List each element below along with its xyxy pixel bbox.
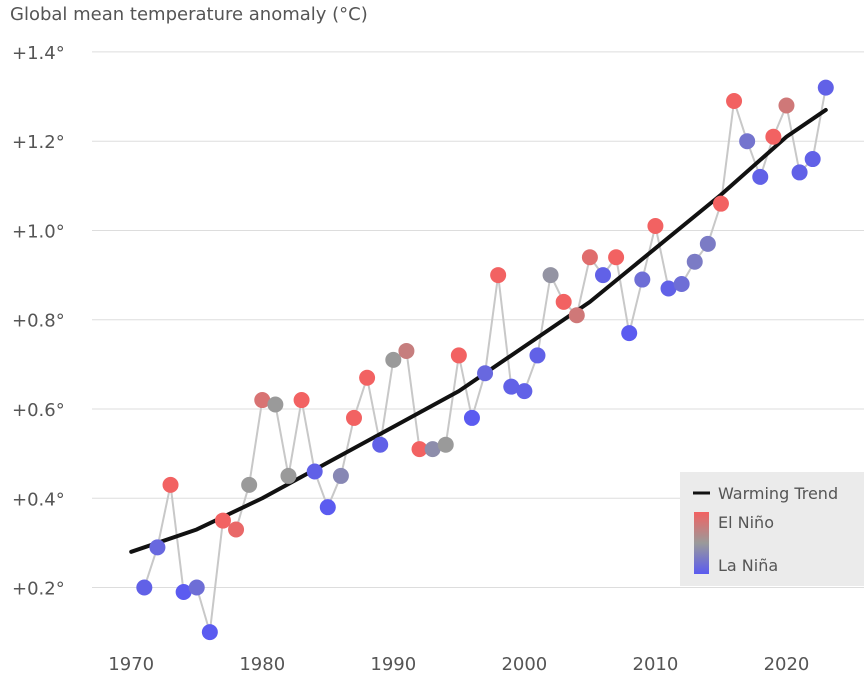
data-point bbox=[712, 195, 729, 212]
data-point bbox=[817, 79, 834, 96]
data-point bbox=[293, 392, 310, 409]
data-point bbox=[529, 347, 546, 364]
x-tick-label: 1990 bbox=[370, 654, 416, 673]
data-point bbox=[136, 579, 153, 596]
data-point bbox=[228, 521, 245, 538]
data-point bbox=[201, 624, 218, 641]
data-point bbox=[634, 271, 651, 288]
legend: Warming Trend El Niño La Niña bbox=[680, 472, 864, 586]
data-point bbox=[608, 249, 625, 266]
grid-lines bbox=[92, 51, 864, 589]
data-point bbox=[424, 441, 441, 458]
data-point bbox=[778, 97, 795, 114]
data-point bbox=[385, 351, 402, 368]
y-axis: +0.2° +0.4° +0.6° +0.8° +1.0° +1.2° +1.4° bbox=[12, 43, 65, 600]
data-point bbox=[660, 280, 677, 297]
data-point bbox=[254, 392, 271, 409]
data-point bbox=[398, 342, 415, 359]
data-point bbox=[241, 476, 258, 493]
x-tick-label: 2020 bbox=[764, 654, 810, 673]
data-point bbox=[149, 539, 166, 556]
y-tick-label: +0.6° bbox=[12, 400, 65, 421]
data-point bbox=[555, 293, 572, 310]
data-point bbox=[346, 409, 362, 426]
legend-trend-label: Warming Trend bbox=[718, 484, 838, 503]
data-point bbox=[581, 249, 598, 266]
legend-background bbox=[680, 472, 864, 586]
data-point bbox=[319, 499, 336, 516]
data-point bbox=[595, 267, 611, 284]
legend-enso-gradient bbox=[694, 512, 709, 574]
x-axis: 1970 1980 1990 2000 2010 2020 bbox=[108, 654, 809, 673]
y-tick-label: +0.2° bbox=[12, 579, 65, 600]
data-point bbox=[359, 369, 376, 386]
data-point bbox=[739, 133, 756, 150]
data-point bbox=[765, 128, 782, 145]
data-point bbox=[162, 476, 179, 493]
data-point bbox=[673, 276, 690, 293]
data-point bbox=[503, 378, 520, 395]
data-point bbox=[280, 467, 297, 484]
y-tick-label: +0.4° bbox=[12, 489, 65, 510]
x-tick-label: 2000 bbox=[501, 654, 547, 673]
data-point bbox=[463, 409, 480, 426]
legend-el-nino-label: El Niño bbox=[718, 513, 774, 532]
x-tick-label: 2010 bbox=[633, 654, 679, 673]
data-point bbox=[188, 579, 205, 596]
data-point bbox=[699, 235, 716, 252]
data-point bbox=[490, 267, 507, 284]
y-tick-label: +1.2° bbox=[12, 132, 65, 153]
data-point bbox=[411, 441, 428, 458]
data-point bbox=[752, 168, 769, 185]
data-point bbox=[791, 164, 808, 181]
legend-la-nina-label: La Niña bbox=[718, 556, 778, 575]
data-point bbox=[332, 467, 349, 484]
data-point bbox=[306, 463, 323, 480]
data-point bbox=[686, 253, 703, 270]
data-point bbox=[804, 151, 821, 168]
y-tick-label: +1.0° bbox=[12, 221, 65, 242]
data-point bbox=[437, 436, 454, 453]
y-tick-label: +1.4° bbox=[12, 43, 65, 64]
data-point bbox=[214, 512, 231, 529]
data-point bbox=[542, 267, 559, 284]
x-tick-label: 1970 bbox=[108, 654, 154, 673]
data-point bbox=[477, 365, 494, 382]
data-points bbox=[136, 79, 834, 641]
y-tick-label: +0.8° bbox=[12, 311, 65, 332]
y-axis-title: Global mean temperature anomaly (°C) bbox=[10, 4, 368, 25]
data-point bbox=[621, 325, 638, 342]
data-point bbox=[726, 93, 743, 110]
x-tick-label: 1980 bbox=[239, 654, 285, 673]
data-point bbox=[450, 347, 467, 364]
data-point bbox=[568, 307, 585, 324]
data-point bbox=[175, 583, 192, 600]
data-point bbox=[647, 217, 664, 234]
data-point bbox=[516, 383, 533, 400]
data-point bbox=[372, 436, 389, 453]
data-point bbox=[267, 396, 284, 413]
